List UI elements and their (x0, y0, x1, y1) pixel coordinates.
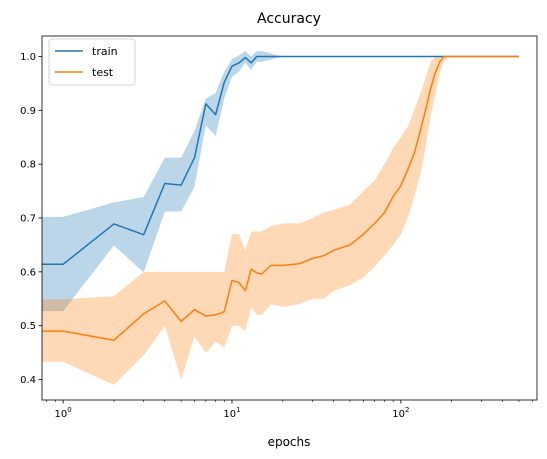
chart-title: Accuracy (257, 11, 321, 27)
x-axis-label: epochs (268, 435, 311, 449)
y-tick-label: 0.5 (20, 321, 36, 332)
x-axis: 100 101 102 (46, 400, 533, 420)
legend-label-test: test (92, 66, 114, 79)
x-tick-label: 100 (54, 406, 71, 420)
y-tick-label: 1.0 (20, 52, 36, 63)
y-tick-label: 0.8 (20, 160, 36, 171)
y-axis: 0.4 0.5 0.6 0.7 0.8 0.9 1.0 (20, 52, 42, 386)
y-tick-label: 0.7 (20, 214, 36, 225)
y-tick-label: 0.9 (20, 106, 36, 117)
y-tick-label: 0.4 (20, 375, 36, 386)
legend-label-train: train (92, 45, 118, 58)
legend: train test (48, 38, 136, 86)
plot-area (42, 51, 519, 385)
y-tick-label: 0.6 (20, 267, 36, 278)
series-line-test (42, 55, 519, 341)
series-line-train (42, 55, 519, 266)
x-tick-label: 102 (392, 406, 409, 420)
x-tick-label: 101 (223, 406, 240, 420)
